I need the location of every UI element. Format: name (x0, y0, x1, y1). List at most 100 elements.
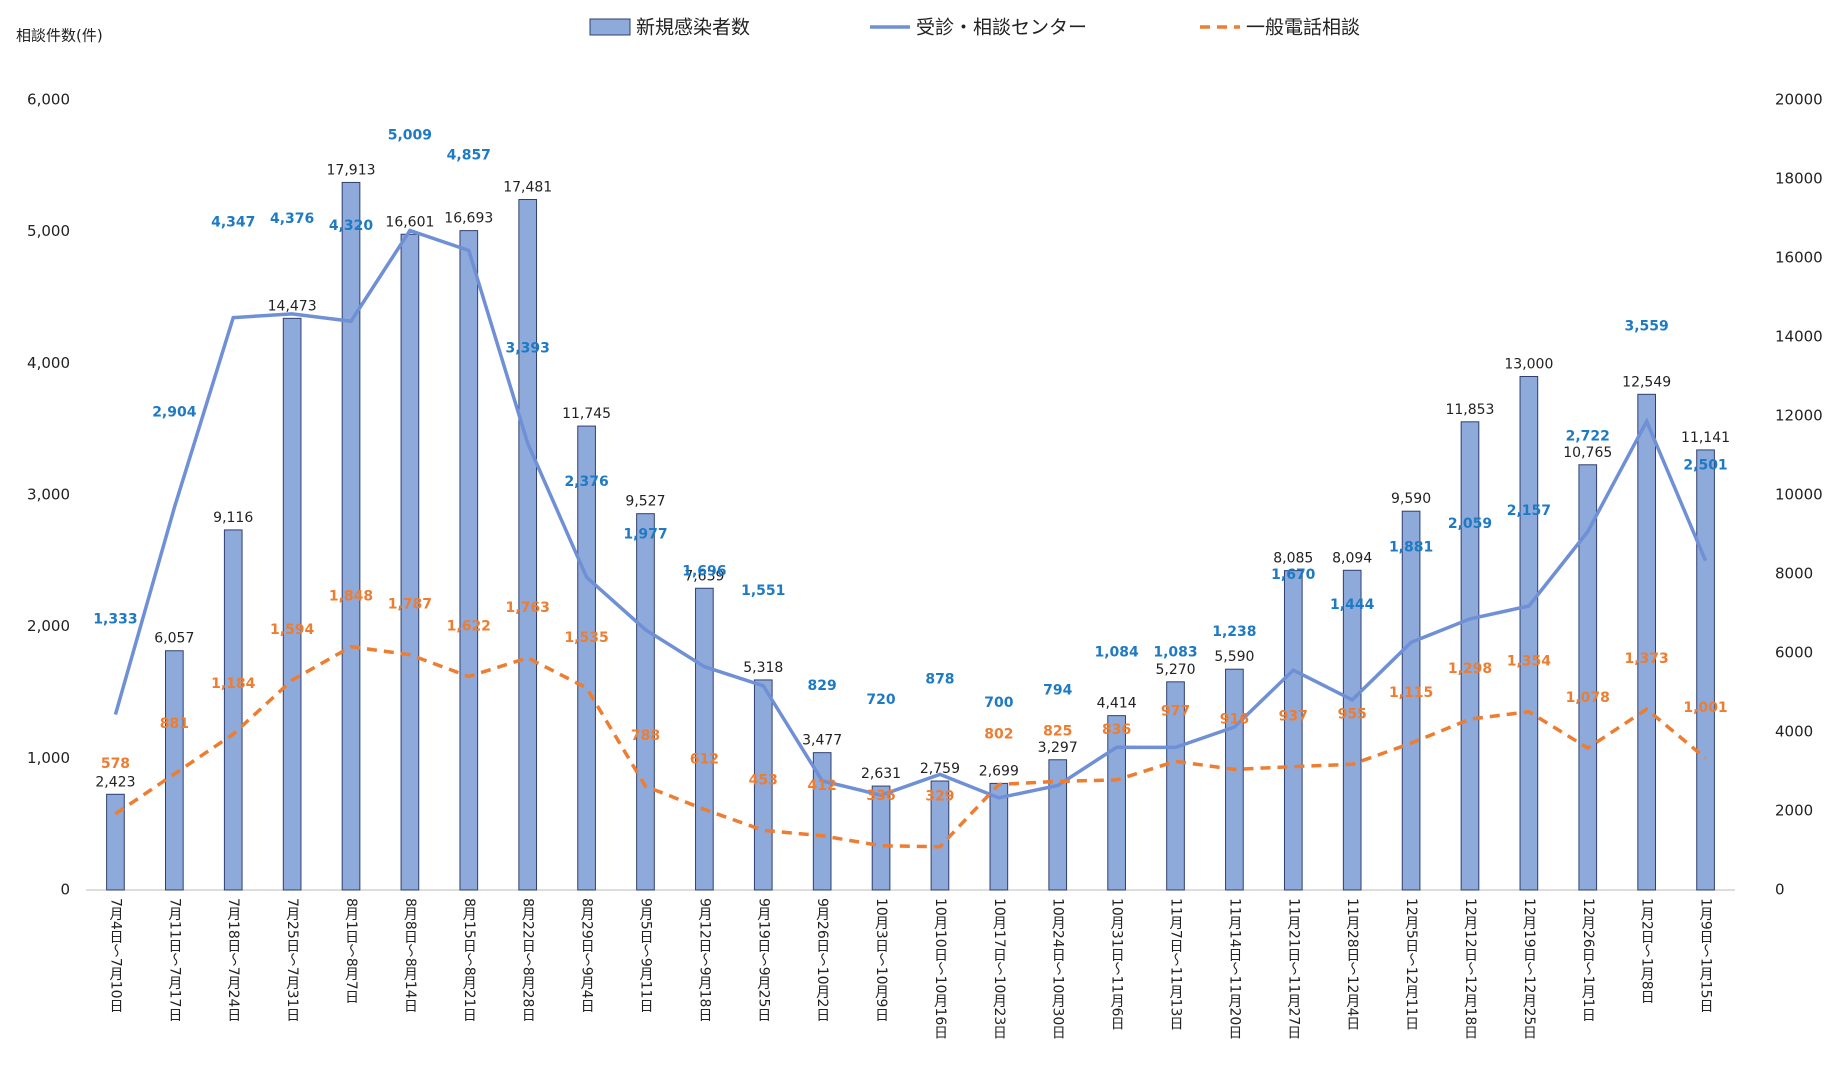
line-value-label: 453 (749, 772, 778, 788)
x-tick-label: 8月8日～8月14日 (402, 898, 418, 1013)
y-tick-label: 5,000 (27, 222, 70, 240)
bar (459, 230, 479, 891)
bar (1578, 464, 1598, 891)
y2-tick-label: 10000 (1775, 486, 1823, 504)
legend-label: 一般電話相談 (1246, 17, 1360, 39)
bar-value-label: 5,318 (743, 660, 783, 676)
bar-value-label: 7,639 (684, 568, 724, 584)
x-tick-label: 9月12日～9月18日 (696, 898, 712, 1022)
line-value-label: 1,084 (1094, 644, 1139, 660)
x-tick-label: 7月4日～7月10日 (107, 898, 123, 1013)
bar (282, 317, 302, 891)
y2-tick-label: 16000 (1775, 249, 1823, 267)
bar (1225, 668, 1244, 891)
bar-value-label: 10,765 (1563, 445, 1612, 461)
line-value-label: 3,393 (506, 340, 550, 356)
bar (106, 793, 125, 891)
line-value-label: 881 (160, 716, 189, 732)
x-tick-label: 12月19日～12月25日 (1521, 898, 1537, 1040)
line-value-label: 1,670 (1271, 567, 1316, 583)
line-value-label: 829 (808, 678, 837, 694)
line-value-label: 1,535 (564, 630, 608, 646)
x-tick-label: 10月17日～10月23日 (991, 898, 1007, 1040)
line-value-label: 1,977 (623, 527, 667, 543)
line-value-label: 4,376 (270, 211, 314, 227)
x-tick-label: 7月18日～7月24日 (225, 898, 241, 1022)
y-tick-label: 3,000 (27, 486, 70, 504)
line-value-label: 955 (1338, 706, 1367, 722)
bar (577, 425, 596, 891)
x-tick-label: 12月26日～1月1日 (1580, 898, 1596, 1022)
y2-tick-label: 0 (1775, 881, 1785, 899)
legend-swatch (589, 18, 631, 36)
x-tick-label: 8月15日～8月21日 (461, 898, 477, 1022)
x-tick-label: 11月14日～11月20日 (1226, 898, 1242, 1040)
bar-value-label: 17,913 (327, 162, 376, 178)
line-value-label: 1,444 (1330, 597, 1375, 613)
bar (753, 679, 773, 891)
y-tick-label: 1,000 (27, 749, 70, 767)
line-value-label: 4,347 (211, 215, 255, 231)
line-value-label: 4,857 (447, 147, 491, 163)
bar (1401, 510, 1421, 891)
bar (812, 752, 832, 891)
bar-value-label: 4,414 (1097, 696, 1137, 712)
bar-value-label: 3,297 (1038, 740, 1078, 756)
line-value-label: 720 (866, 692, 895, 708)
x-tick-label: 11月7日～11月13日 (1168, 898, 1184, 1031)
y2-tick-label: 6000 (1775, 644, 1813, 662)
line-value-label: 1,298 (1448, 661, 1492, 677)
line-value-label: 937 (1279, 709, 1308, 725)
bar-value-label: 6,057 (154, 631, 194, 647)
x-tick-label: 1月9日～1月15日 (1698, 898, 1714, 1013)
bar-value-label: 9,527 (625, 494, 665, 510)
bar (1460, 421, 1480, 891)
bar-value-label: 2,423 (95, 774, 135, 790)
line-value-label: 1,238 (1212, 624, 1256, 640)
bar (871, 785, 891, 891)
line-value-label: 1,551 (741, 583, 785, 599)
line-value-label: 794 (1043, 682, 1072, 698)
y-tick-label: 2,000 (27, 617, 70, 635)
bar-value-label: 13,000 (1504, 357, 1553, 373)
y2-tick-label: 8000 (1775, 565, 1813, 583)
x-tick-label: 11月28日～12月4日 (1344, 898, 1360, 1031)
line-value-label: 1,115 (1389, 685, 1433, 701)
x-tick-label: 11月21日～11月27日 (1285, 898, 1301, 1040)
line-value-label: 2,157 (1507, 503, 1551, 519)
bar-value-label: 14,473 (268, 298, 317, 314)
bar (400, 233, 420, 891)
line-value-label: 2,376 (564, 474, 608, 490)
x-tick-label: 9月5日～9月11日 (637, 898, 653, 1013)
line-value-label: 2,501 (1683, 458, 1727, 474)
bar (1283, 570, 1303, 891)
bar (1048, 759, 1068, 891)
x-tick-label: 12月5日～12月11日 (1403, 898, 1419, 1031)
y2-tick-label: 14000 (1775, 328, 1823, 346)
x-tick-label: 9月19日～9月25日 (755, 898, 771, 1022)
y2-tick-label: 12000 (1775, 407, 1823, 425)
y2-tick-label: 4000 (1775, 723, 1813, 741)
line-value-label: 336 (866, 788, 895, 804)
line-value-label: 2,904 (152, 405, 197, 421)
x-tick-label: 8月29日～9月4日 (579, 898, 595, 1013)
bar (636, 513, 655, 891)
bar (341, 181, 361, 891)
x-tick-label: 8月1日～8月7日 (343, 898, 359, 1004)
y-tick-label: 6,000 (27, 91, 70, 109)
legend-label: 受診・相談センター (916, 17, 1087, 39)
bar (165, 650, 184, 891)
bar (223, 529, 243, 891)
line-value-label: 836 (1102, 722, 1131, 738)
line-value-label: 1,001 (1683, 700, 1727, 716)
line-value-label: 1,787 (388, 597, 432, 613)
line-value-label: 2,722 (1566, 429, 1610, 445)
bar-value-label: 3,477 (802, 733, 842, 749)
line-value-label: 4,320 (329, 218, 374, 234)
bar (1342, 569, 1362, 891)
x-tick-label: 9月26日～10月2日 (814, 898, 830, 1022)
line-value-label: 977 (1161, 703, 1190, 719)
bar-value-label: 11,745 (562, 406, 611, 422)
bar-value-label: 11,853 (1445, 402, 1494, 418)
